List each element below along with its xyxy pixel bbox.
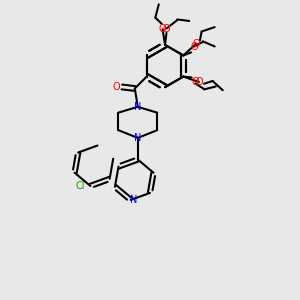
Text: O: O <box>163 24 170 34</box>
Text: O: O <box>112 82 120 92</box>
Text: O: O <box>159 24 167 34</box>
Text: O: O <box>190 42 198 52</box>
Text: Cl: Cl <box>75 181 85 191</box>
Text: O: O <box>192 39 200 49</box>
Text: O: O <box>191 77 199 87</box>
Text: O: O <box>195 77 203 87</box>
Text: N: N <box>130 195 137 205</box>
Text: N: N <box>134 133 142 143</box>
Text: N: N <box>134 102 142 112</box>
